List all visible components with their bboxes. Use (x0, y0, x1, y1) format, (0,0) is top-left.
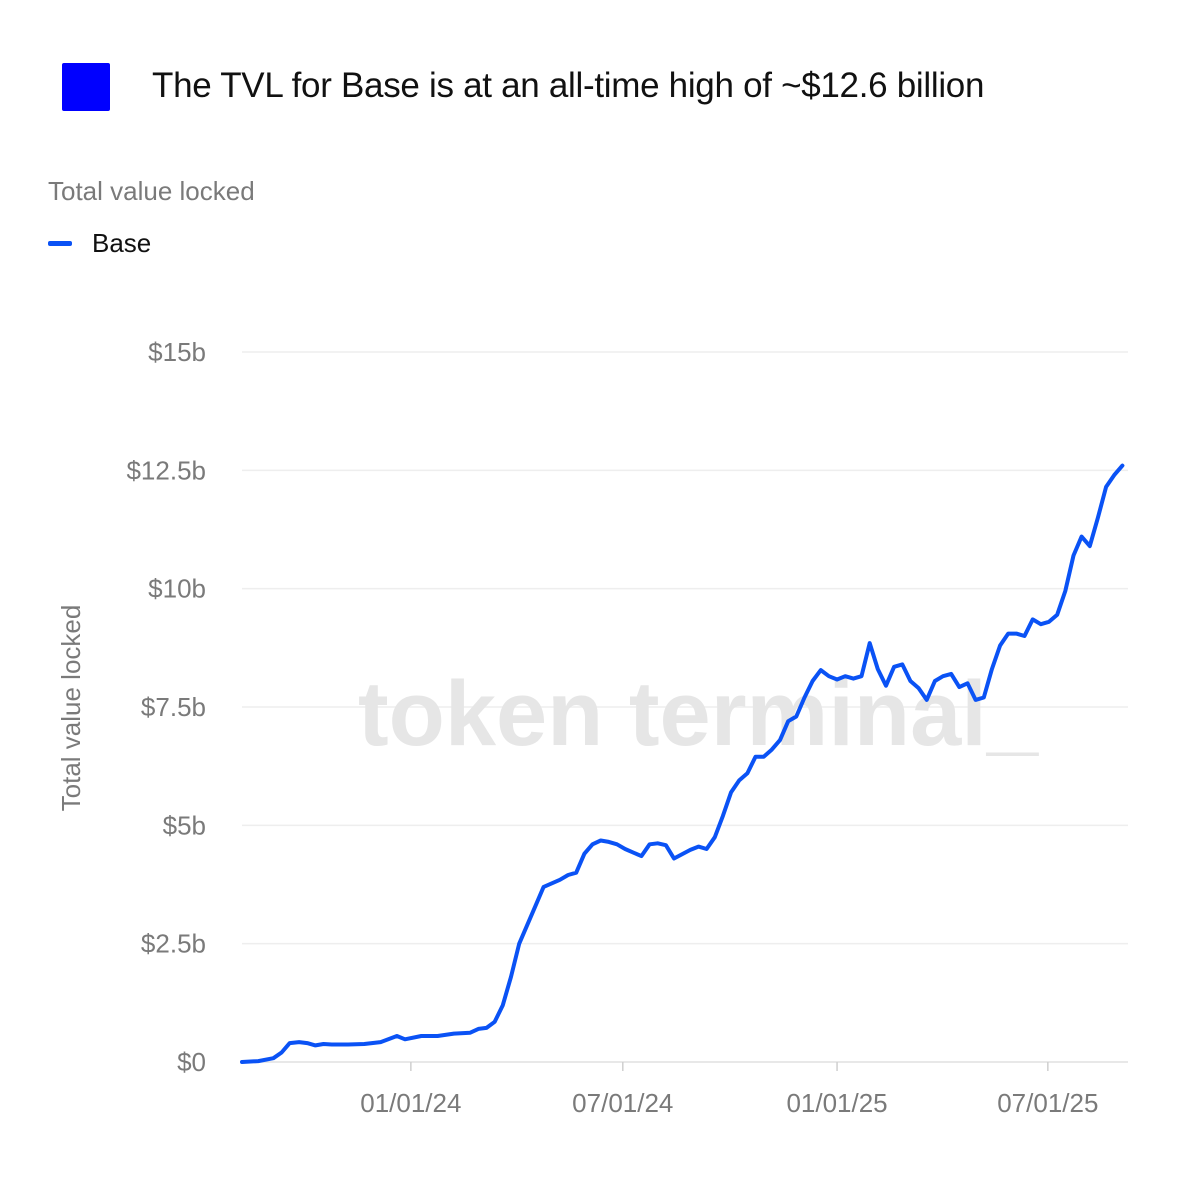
legend-swatch-base (48, 241, 72, 246)
y-axis-label: Total value locked (56, 605, 86, 812)
chart-title: Total value locked (48, 176, 255, 206)
y-tick-label: $7.5b (141, 692, 206, 722)
y-tick-label: $5b (163, 810, 206, 840)
legend-label-base: Base (92, 228, 152, 258)
page-title: The TVL for Base is at an all-time high … (152, 66, 985, 105)
y-tick-label: $10b (148, 574, 206, 604)
y-tick-label: $0 (177, 1047, 206, 1077)
x-tick-label: 07/01/24 (572, 1088, 673, 1118)
y-tick-label: $15b (148, 337, 206, 367)
x-tick-label: 01/01/24 (360, 1088, 461, 1118)
chart-legend: Base (48, 228, 151, 259)
x-tick-label: 07/01/25 (997, 1088, 1098, 1118)
series-line-base (240, 463, 1125, 1064)
y-tick-label: $2.5b (141, 929, 206, 959)
series-color-square (62, 63, 110, 111)
watermark-logo: token terminal_ (358, 663, 1039, 765)
y-tick-label: $12.5b (126, 455, 206, 485)
x-tick-label: 01/01/25 (786, 1088, 887, 1118)
